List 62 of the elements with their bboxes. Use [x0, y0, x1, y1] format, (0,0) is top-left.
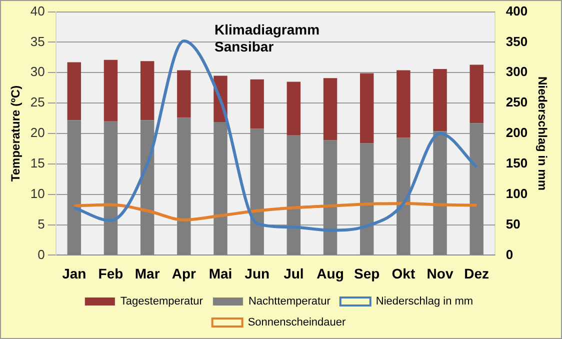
bar — [250, 128, 264, 255]
bar — [360, 73, 374, 144]
bar — [67, 120, 82, 255]
y2-tick-label: 250 — [506, 94, 528, 110]
y2-tick-label: 100 — [506, 186, 528, 201]
bar — [104, 60, 118, 122]
y-tick-label: 25 — [30, 94, 45, 110]
bar — [177, 118, 191, 255]
bar — [360, 143, 374, 255]
y-tick-label: 35 — [30, 34, 45, 49]
line-series — [72, 40, 478, 232]
bar — [470, 123, 484, 255]
y-tick-label: 30 — [30, 64, 45, 80]
y-axis-title: Temperature (ºC) — [8, 85, 23, 182]
y-tick-label: 15 — [30, 156, 45, 171]
bar — [323, 140, 338, 255]
y-tick-label: 10 — [30, 186, 45, 201]
x-tick-label: Nov — [426, 265, 454, 282]
bar — [140, 120, 154, 255]
y-tick-label: 40 — [30, 3, 45, 18]
bar — [250, 79, 264, 129]
y2-axis-title: Niederschlag in mm — [535, 76, 550, 191]
y-tick-label: 0 — [38, 246, 45, 262]
bar — [433, 69, 447, 132]
x-tick-label: Dez — [464, 265, 490, 282]
bar — [286, 82, 301, 136]
bar — [177, 70, 191, 118]
bar — [323, 78, 338, 140]
legend-label: Nachttemperatur — [248, 296, 331, 308]
x-tick-label: Apr — [172, 265, 197, 282]
bar — [140, 61, 154, 120]
x-tick-label: Mai — [208, 265, 232, 282]
bar — [214, 122, 228, 255]
bar — [286, 135, 301, 255]
x-tick-label: Okt — [392, 265, 416, 282]
legend-label: Niederschlag in mm — [376, 296, 474, 308]
x-tick-label: Sep — [354, 265, 380, 282]
x-tick-label: Jun — [244, 265, 270, 282]
y2-tick-label: 150 — [506, 156, 528, 171]
bar — [67, 62, 82, 120]
x-tick-label: Jan — [62, 265, 86, 282]
bar — [470, 64, 484, 124]
bar — [396, 70, 410, 138]
line-series — [72, 202, 478, 222]
legend-label: Sonnenscheindauer — [248, 316, 346, 329]
bar — [396, 138, 410, 255]
legend-label: Tagestemperatur — [120, 296, 204, 308]
y2-tick-label: 0 — [506, 246, 514, 262]
x-tick-label: Jul — [284, 265, 304, 282]
y2-tick-label: 400 — [506, 3, 528, 18]
y2-tick-label: 350 — [506, 34, 528, 49]
bar — [433, 131, 447, 255]
x-tick-label: Mar — [134, 265, 160, 282]
y-tick-label: 20 — [30, 125, 45, 140]
y2-tick-label: 300 — [506, 64, 528, 80]
y2-tick-label: 50 — [506, 216, 520, 232]
bar — [104, 121, 118, 255]
y2-tick-label: 200 — [506, 125, 528, 140]
x-tick-label: Feb — [98, 265, 124, 282]
text: Klimadiagramm Sansibar — [214, 22, 320, 55]
y-tick-label: 5 — [38, 216, 45, 232]
x-tick-label: Aug — [316, 265, 344, 282]
